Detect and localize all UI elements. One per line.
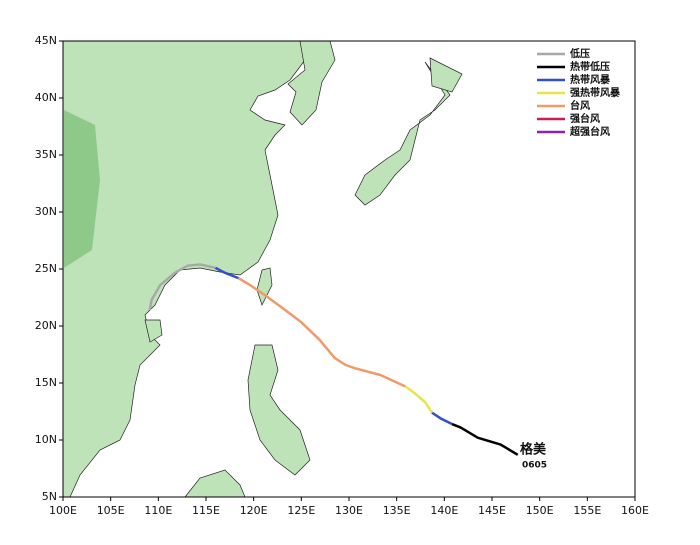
- legend-label: 台风: [570, 99, 590, 112]
- taiwan: [256, 267, 273, 306]
- y-tick-label: 40N: [35, 91, 57, 104]
- legend-label: 超强台风: [569, 125, 610, 138]
- legend-label: 强台风: [570, 112, 600, 125]
- storm-number: 0605: [522, 461, 547, 471]
- legend-label: 热带低压: [570, 60, 610, 73]
- x-tick-label: 100E: [49, 504, 77, 517]
- x-tick-label: 115E: [192, 504, 220, 517]
- y-tick-label: 10N: [35, 433, 57, 446]
- x-tick-label: 130E: [335, 504, 363, 517]
- philippines: [247, 344, 311, 476]
- hainan: [144, 319, 163, 343]
- basemap: [62, 40, 636, 498]
- track-segment: [214, 266, 239, 280]
- legend-label: 热带风暴: [570, 73, 611, 86]
- x-tick-label: 135E: [383, 504, 411, 517]
- legend-label: 强热带风暴: [570, 86, 621, 99]
- x-tick-label: 105E: [97, 504, 125, 517]
- storm-name: 格美: [520, 442, 547, 458]
- track-segment: [431, 411, 453, 426]
- x-tick-label: 160E: [621, 504, 649, 517]
- y-tick-label: 20N: [35, 319, 57, 332]
- y-tick-label: 15N: [35, 376, 57, 389]
- legend-label: 低压: [569, 47, 590, 60]
- japan: [354, 61, 451, 206]
- hokkaido: [429, 57, 463, 93]
- x-tick-label: 120E: [240, 504, 268, 517]
- y-tick-label: 30N: [35, 205, 57, 218]
- y-tick-label: 35N: [35, 148, 57, 161]
- track-segment: [237, 277, 406, 388]
- y-tick-label: 45N: [35, 34, 57, 47]
- highland: [64, 110, 100, 268]
- x-tick-label: 150E: [526, 504, 554, 517]
- x-tick-label: 125E: [287, 504, 315, 517]
- y-tick-label: 5N: [42, 490, 57, 503]
- track-segment: [148, 263, 216, 311]
- y-tick-label: 25N: [35, 262, 57, 275]
- x-tick-label: 110E: [144, 504, 172, 517]
- track-segment: [404, 385, 433, 414]
- x-tick-label: 140E: [430, 504, 458, 517]
- track-segment: [451, 422, 519, 456]
- x-tick-label: 155E: [573, 504, 601, 517]
- korea: [287, 40, 336, 126]
- x-tick-label: 145E: [478, 504, 506, 517]
